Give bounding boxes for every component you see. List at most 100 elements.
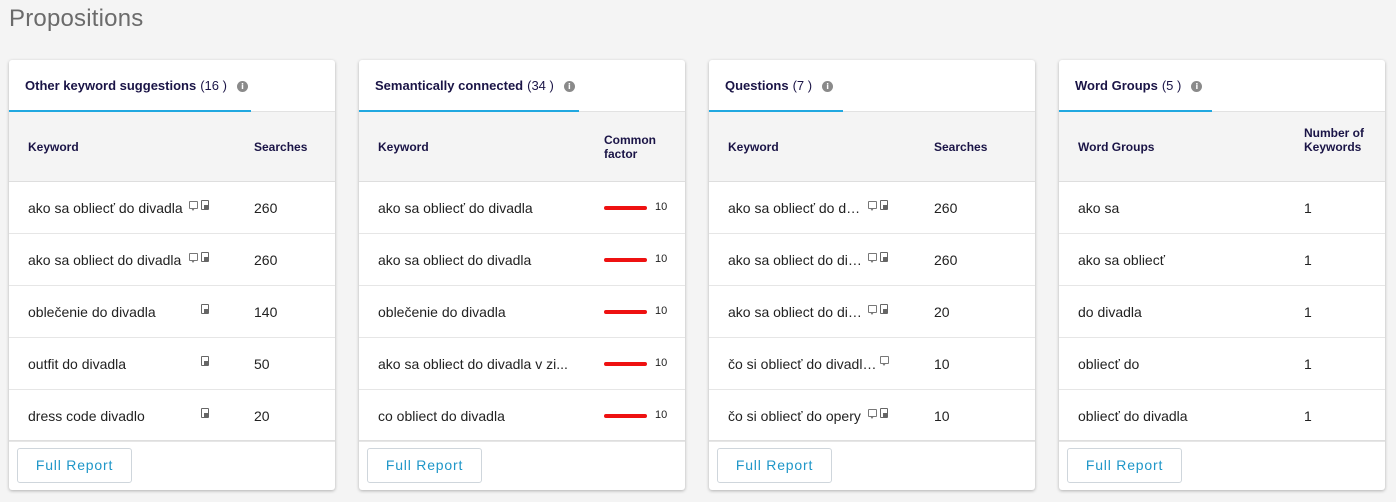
tab-word-groups[interactable]: Word Groups (5 ) i	[1059, 60, 1212, 112]
keyword-cell[interactable]: ako sa obliect do div...	[728, 304, 863, 320]
keyword-cell[interactable]: oblečenie do divadla	[28, 304, 156, 320]
doc-icon[interactable]	[880, 304, 888, 314]
doc-icon[interactable]	[201, 356, 209, 366]
keyword-count-cell: 1	[1304, 304, 1312, 320]
info-icon[interactable]: i	[236, 81, 248, 92]
table-row[interactable]: ako sa obliecť do div... 260	[709, 182, 1035, 234]
column-header-searches[interactable]: Searches	[934, 140, 988, 154]
table-header: Keyword Common factor	[359, 112, 685, 182]
doc-icon[interactable]	[880, 408, 888, 418]
table-row[interactable]: ako sa obliect do divadla 10	[359, 234, 685, 286]
card-footer: Full Report	[359, 440, 685, 490]
keyword-cell[interactable]: oblečenie do divadla	[378, 304, 506, 320]
common-factor-value: 10	[655, 357, 668, 369]
table-row[interactable]: ako sa obliect do div... 260	[709, 234, 1035, 286]
table-row[interactable]: ako sa obliecť do divadla 10	[359, 182, 685, 234]
searches-cell: 260	[254, 252, 278, 268]
tab-count: (16 )	[200, 78, 227, 93]
table-row[interactable]: oblečenie do divadla 10	[359, 286, 685, 338]
table-row[interactable]: ako sa obliecť do divadla 260	[9, 182, 335, 234]
row-icons	[189, 252, 209, 263]
common-factor-bar	[604, 258, 647, 262]
card-header: Word Groups (5 ) i	[1059, 60, 1385, 112]
table-row[interactable]: do divadla 1	[1059, 286, 1385, 338]
common-factor-value: 10	[655, 201, 668, 213]
word-group-cell[interactable]: obliecť do divadla	[1078, 408, 1188, 424]
table-row[interactable]: co obliect do divadla 10	[359, 390, 685, 442]
table-header: Keyword Searches	[709, 112, 1035, 182]
column-header-word-groups[interactable]: Word Groups	[1078, 140, 1155, 154]
chat-icon[interactable]	[868, 305, 877, 315]
info-icon[interactable]: i	[563, 81, 575, 92]
chat-icon[interactable]	[868, 253, 877, 263]
word-group-cell[interactable]: ako sa obliecť	[1078, 252, 1165, 268]
table-row[interactable]: čo si obliecť do divadla ... 10	[709, 338, 1035, 390]
row-icons	[201, 356, 209, 366]
keyword-cell[interactable]: ako sa obliecť do divadla	[378, 200, 533, 216]
keyword-cell[interactable]: outfit do divadla	[28, 356, 127, 372]
column-header-keyword[interactable]: Keyword	[728, 140, 779, 154]
keyword-cell[interactable]: co obliect do divadla	[378, 408, 505, 424]
table-row[interactable]: outfit do divadla 50	[9, 338, 335, 390]
doc-icon[interactable]	[880, 200, 888, 210]
tab-label: Other keyword suggestions	[25, 78, 197, 93]
table-row[interactable]: ako sa obliect do div... 20	[709, 286, 1035, 338]
tab-count: (7 )	[792, 78, 813, 93]
card-questions: Questions (7 ) i Keyword Searches ako sa o…	[709, 60, 1035, 490]
chat-icon[interactable]	[189, 201, 198, 211]
full-report-button[interactable]: Full Report	[1067, 448, 1182, 483]
table-row[interactable]: obliecť do 1	[1059, 338, 1385, 390]
info-icon[interactable]: i	[822, 81, 834, 92]
doc-icon[interactable]	[201, 252, 209, 262]
table-row[interactable]: oblečenie do divadla 140	[9, 286, 335, 338]
keyword-cell[interactable]: ako sa obliecť do divadla	[28, 200, 183, 216]
table-row[interactable]: ako sa obliect do divadla v zi... 10	[359, 338, 685, 390]
keyword-cell[interactable]: ako sa obliect do divadla	[378, 252, 532, 268]
keyword-cell[interactable]: ako sa obliect do div...	[728, 252, 863, 268]
table-row[interactable]: obliecť do divadla 1	[1059, 390, 1385, 442]
keyword-cell[interactable]: dress code divadlo	[28, 408, 145, 424]
full-report-button[interactable]: Full Report	[17, 448, 132, 483]
chat-icon[interactable]	[189, 253, 198, 263]
doc-icon[interactable]	[201, 200, 209, 210]
column-header-keyword[interactable]: Keyword	[28, 140, 79, 154]
doc-icon[interactable]	[880, 252, 888, 262]
keyword-cell[interactable]: ako sa obliect do divadla	[28, 252, 182, 268]
table-row[interactable]: dress code divadlo 20	[9, 390, 335, 442]
keyword-cell[interactable]: čo si obliecť do divadla ...	[728, 356, 878, 372]
card-semantically-connected: Semantically connected (34 ) i Keyword Com…	[359, 60, 685, 490]
column-header-common-factor[interactable]: Common factor	[604, 133, 656, 161]
table-header: Word Groups Number of Keywords	[1059, 112, 1385, 182]
full-report-button[interactable]: Full Report	[717, 448, 832, 483]
column-header-number-of-keywords[interactable]: Number of Keywords	[1304, 126, 1364, 154]
keyword-cell[interactable]: ako sa obliect do divadla v zi...	[378, 356, 568, 372]
card-word-groups: Word Groups (5 ) i Word Groups Number of K…	[1059, 60, 1385, 490]
tab-other-keyword-suggestions[interactable]: Other keyword suggestions (16 ) i	[9, 60, 251, 112]
doc-icon[interactable]	[201, 304, 209, 314]
searches-cell: 140	[254, 304, 278, 320]
keyword-cell[interactable]: ako sa obliecť do div...	[728, 200, 863, 216]
tab-questions[interactable]: Questions (7 ) i	[709, 60, 843, 112]
tab-semantically-connected[interactable]: Semantically connected (34 ) i	[359, 60, 579, 112]
word-group-cell[interactable]: obliecť do	[1078, 356, 1140, 372]
word-group-cell[interactable]: do divadla	[1078, 304, 1142, 320]
table-row[interactable]: ako sa 1	[1059, 182, 1385, 234]
info-icon[interactable]: i	[1191, 81, 1203, 92]
chat-icon[interactable]	[880, 356, 889, 366]
card-footer: Full Report	[1059, 440, 1385, 490]
card-other-keyword-suggestions: Other keyword suggestions (16 ) i Keyword …	[9, 60, 335, 490]
chat-icon[interactable]	[868, 409, 877, 419]
row-icons	[201, 408, 209, 418]
word-group-cell[interactable]: ako sa	[1078, 200, 1120, 216]
keyword-cell[interactable]: čo si obliecť do opery	[728, 408, 861, 424]
table-row[interactable]: čo si obliecť do opery 10	[709, 390, 1035, 442]
column-header-keyword[interactable]: Keyword	[378, 140, 429, 154]
chat-icon[interactable]	[868, 201, 877, 211]
doc-icon[interactable]	[201, 408, 209, 418]
full-report-button[interactable]: Full Report	[367, 448, 482, 483]
common-factor-bar	[604, 362, 647, 366]
table-row[interactable]: ako sa obliect do divadla 260	[9, 234, 335, 286]
column-header-searches[interactable]: Searches	[254, 140, 308, 154]
keyword-count-cell: 1	[1304, 200, 1312, 216]
table-row[interactable]: ako sa obliecť 1	[1059, 234, 1385, 286]
